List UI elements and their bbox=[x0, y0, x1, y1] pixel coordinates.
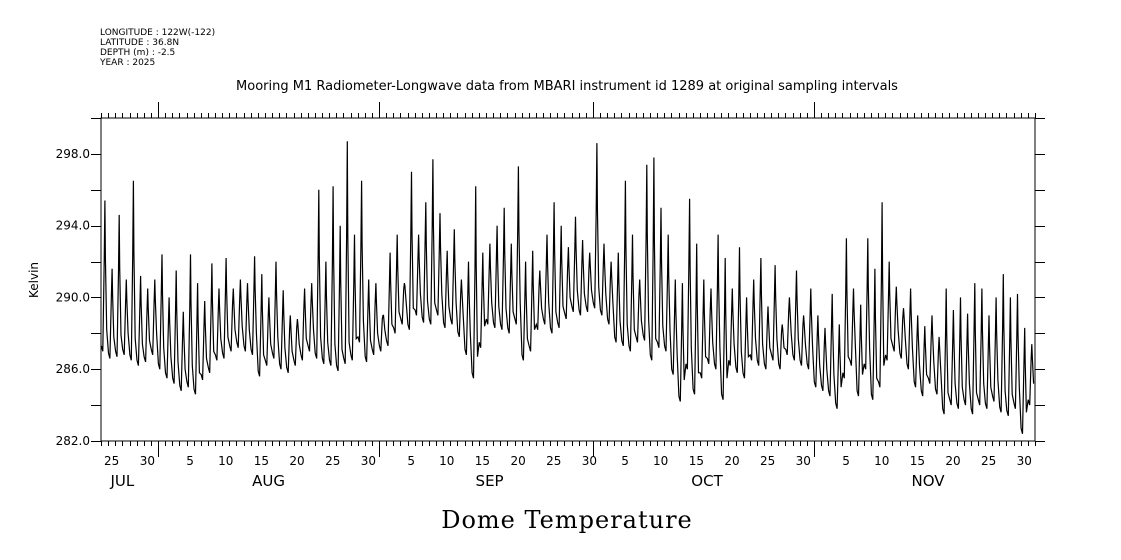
x-tick-label: 30 bbox=[1017, 454, 1032, 468]
x-tick-label: 15 bbox=[910, 454, 925, 468]
month-label: OCT bbox=[691, 472, 723, 490]
header-info: LONGITUDE : 122W(-122) LATITUDE : 36.8N … bbox=[99, 28, 215, 68]
month-label: JUL bbox=[110, 472, 135, 490]
x-tick-label: 20 bbox=[945, 454, 960, 468]
y-axis-label: Kelvin bbox=[27, 262, 41, 298]
x-tick-label: 30 bbox=[796, 454, 811, 468]
x-tick-label: 10 bbox=[874, 454, 889, 468]
month-label: AUG bbox=[252, 472, 285, 490]
x-tick-label: 15 bbox=[254, 454, 269, 468]
y-tick-label: 294.0 bbox=[56, 219, 90, 233]
x-tick-label: 15 bbox=[689, 454, 704, 468]
plot-frame bbox=[100, 117, 1036, 442]
x-tick-label: 5 bbox=[407, 454, 415, 468]
x-tick-label: 25 bbox=[104, 454, 119, 468]
series-line-0 bbox=[100, 141, 1035, 434]
y-tick-label: 286.0 bbox=[56, 362, 90, 376]
x-tick-label: 30 bbox=[140, 454, 155, 468]
series-group bbox=[100, 141, 1035, 434]
y-tick-label: 298.0 bbox=[56, 147, 90, 161]
header-depth: DEPTH (m) : -2.5 bbox=[100, 48, 175, 58]
header-latitude: LATITUDE : 36.8N bbox=[100, 38, 179, 48]
y-tick-label: 290.0 bbox=[56, 290, 90, 304]
x-tick-label: 25 bbox=[981, 454, 996, 468]
x-tick-label: 25 bbox=[325, 454, 340, 468]
axes: 25 30 5 10 15 20 25 30 5 10 15 20 25 30 5 10 15 20 25 30 5 10… bbox=[56, 102, 1045, 490]
x-tick-label: 5 bbox=[621, 454, 629, 468]
bottom-title: Dome Temperature bbox=[441, 506, 693, 534]
x-tick-label: 10 bbox=[653, 454, 668, 468]
x-tick-label: 25 bbox=[546, 454, 561, 468]
x-tick-label: 25 bbox=[760, 454, 775, 468]
header-longitude: LONGITUDE : 122W(-122) bbox=[100, 28, 215, 38]
x-tick-label: 30 bbox=[361, 454, 376, 468]
x-tick-label: 5 bbox=[842, 454, 850, 468]
x-tick-label: 30 bbox=[582, 454, 597, 468]
month-label: SEP bbox=[476, 472, 504, 490]
y-tick-label: 282.0 bbox=[56, 434, 90, 448]
header-year: YEAR : 2025 bbox=[99, 58, 155, 68]
x-tick-label: 20 bbox=[724, 454, 739, 468]
x-tick-label: 10 bbox=[439, 454, 454, 468]
x-tick-label: 20 bbox=[510, 454, 525, 468]
x-tick-label: 20 bbox=[289, 454, 304, 468]
x-tick-label: 5 bbox=[186, 454, 194, 468]
month-label: NOV bbox=[912, 472, 946, 490]
x-tick-label: 10 bbox=[218, 454, 233, 468]
chart-title: Mooring M1 Radiometer-Longwave data from… bbox=[236, 79, 898, 94]
x-tick-label: 15 bbox=[475, 454, 490, 468]
